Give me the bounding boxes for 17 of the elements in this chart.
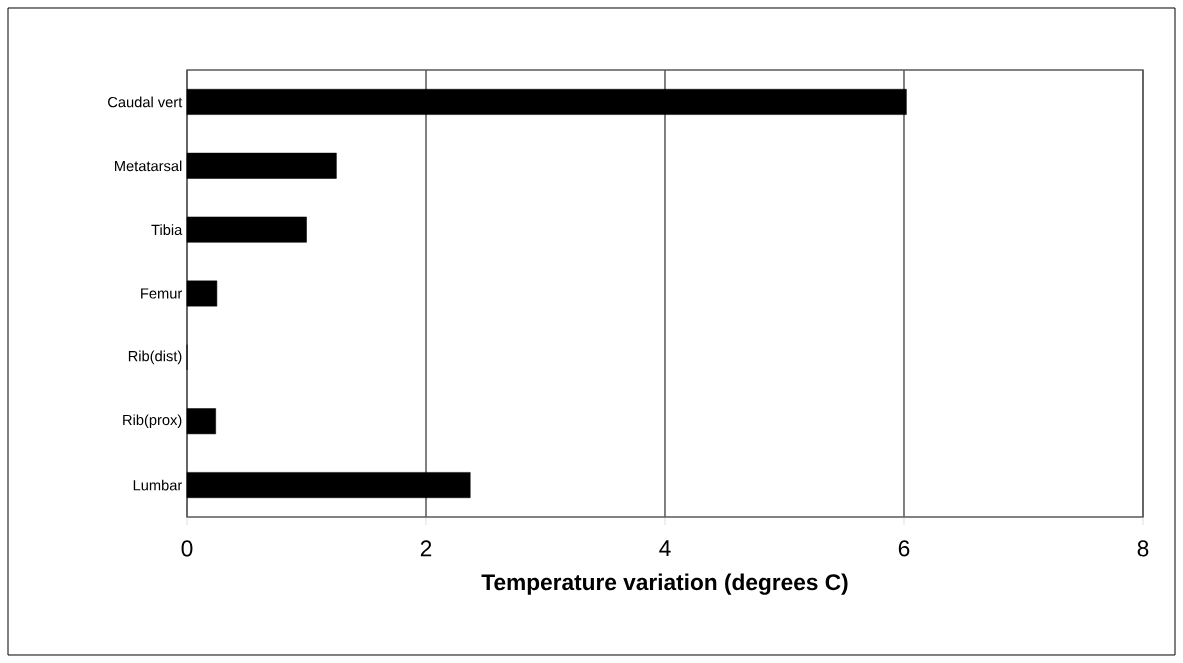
y-tick-label: Metatarsal bbox=[115, 160, 182, 172]
y-tick-label: Lumbar bbox=[133, 479, 183, 491]
x-tick-label: 6 bbox=[898, 540, 910, 557]
y-tick-label: Rib(prox) bbox=[123, 414, 182, 429]
x-axis-title: Temperature variation (degrees C) bbox=[481, 573, 848, 595]
x-tick-label: 4 bbox=[659, 540, 671, 556]
bar bbox=[186, 216, 307, 243]
x-tick-label: 2 bbox=[420, 540, 432, 557]
x-tick-label: 0 bbox=[181, 540, 193, 557]
y-tick-label: Tibia bbox=[151, 224, 183, 236]
bar bbox=[186, 152, 337, 179]
y-tick-label: Rib(dist) bbox=[128, 350, 182, 365]
bar bbox=[186, 408, 216, 435]
y-tick-label: Caudal vert bbox=[108, 96, 183, 108]
bar bbox=[186, 280, 218, 307]
x-tick-label: 8 bbox=[1137, 540, 1149, 557]
y-tick-label: Femur bbox=[141, 288, 183, 299]
